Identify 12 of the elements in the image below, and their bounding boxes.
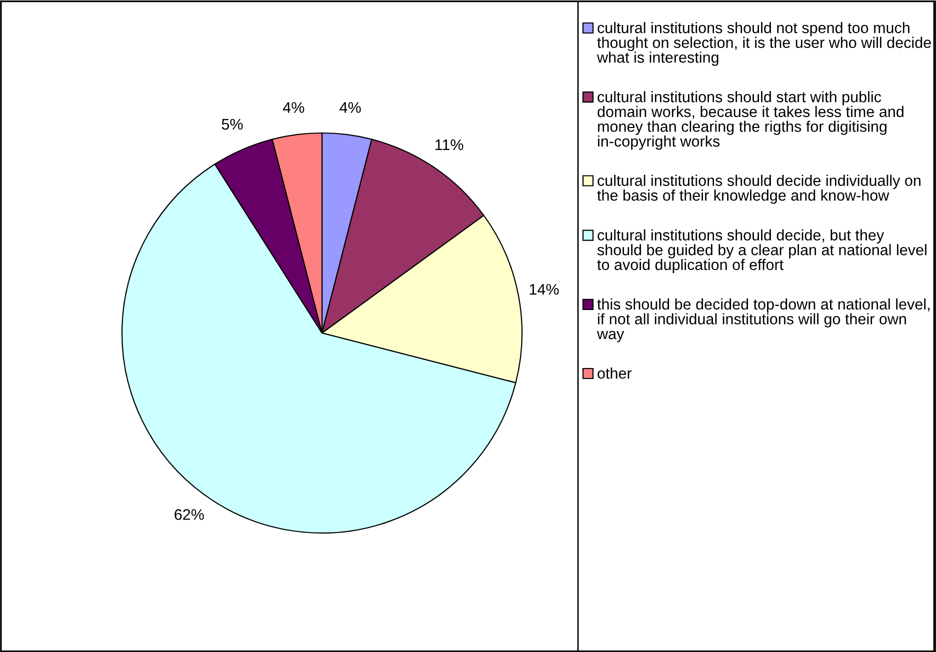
legend-label: other bbox=[598, 368, 632, 379]
legend-label: cultural institutions should decide individually on the basis of their knowledge and know-how bbox=[597, 174, 920, 204]
legend-label: cultural institutions should start with public domain works, because it takes less time and money than clearing the rigths for digitising in-copyright works bbox=[598, 91, 904, 150]
data-label: 5% bbox=[222, 118, 243, 130]
legend-label: this should be decided top-down at national level, if not all individual institutions will go their own way bbox=[596, 298, 930, 342]
legend-label: cultural institutions should not spend too much thought on selection, it is the user who will decide what is interesting bbox=[596, 22, 931, 66]
data-label: 14% bbox=[530, 284, 559, 295]
legend-label: cultural institutions should decide, but they should be guided by a clear plan at national level to avoid duplication of effort bbox=[597, 229, 926, 274]
data-label: 11% bbox=[435, 139, 464, 150]
data-label: 4% bbox=[340, 102, 361, 113]
data-label: 62% bbox=[174, 509, 204, 520]
data-label: 4% bbox=[282, 102, 304, 113]
